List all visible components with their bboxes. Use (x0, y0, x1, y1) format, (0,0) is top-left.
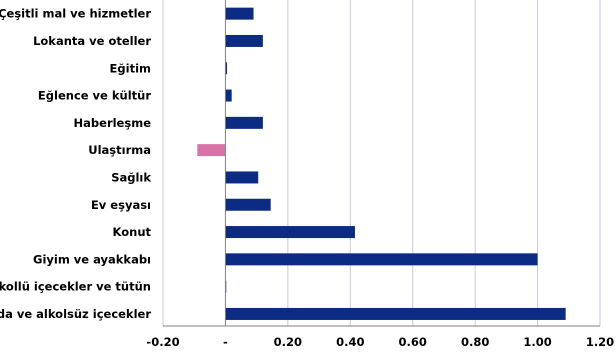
x-tick-label: 1.00 (523, 335, 551, 349)
x-tick-label: -0.20 (146, 335, 179, 349)
x-tick-label: 0.60 (399, 335, 427, 349)
category-label: Eğlence ve kültür (38, 89, 151, 103)
category-label: Sağlık (111, 170, 151, 184)
category-label: Eğitim (110, 61, 151, 75)
bar-lokanta-ve-oteller (225, 34, 263, 47)
bar-cesitli-mal-ve-hizmetler (225, 7, 254, 20)
bar-saglik (225, 171, 259, 184)
category-label: Lokanta ve oteller (33, 34, 151, 48)
bar-ev-esyasi (225, 198, 271, 211)
bar-giyim-ve-ayakkabi (225, 253, 538, 266)
category-label: Çeşitli mal ve hizmetler (0, 7, 151, 21)
grid-lines (162, 0, 601, 326)
bar-konut (225, 226, 355, 239)
category-label: Giyim ve ayakkabı (33, 252, 151, 266)
x-tick-label: 0.80 (461, 335, 489, 349)
x-tick-labels: -0.20-0.20 0.40 0.60 0.80 1.00 1.20 (146, 335, 614, 349)
category-label: Ulaştırma (88, 143, 151, 157)
category-label: Alkollü içecekler ve tütün (0, 280, 151, 294)
x-tick-label: 0.20 (274, 335, 302, 349)
category-labels: Çeşitli mal ve hizmetler Lokanta ve otell… (0, 7, 151, 321)
category-label: Gıda ve alkolsüz içecekler (0, 307, 151, 321)
axes (163, 0, 600, 327)
bar-eglence-ve-kultur (225, 89, 232, 102)
category-label: Haberleşme (74, 116, 152, 130)
category-label: Ev eşyası (91, 198, 151, 212)
x-tick-label: - (223, 335, 228, 349)
category-label: Konut (113, 225, 152, 239)
bar-egitim (225, 62, 227, 75)
bar-haberlesme (225, 116, 263, 129)
bar-ulastirma (197, 144, 226, 157)
bars (197, 7, 566, 320)
x-tick-label: 1.20 (586, 335, 614, 349)
bar-gida-ve-alkolsuz-icecekler (225, 307, 566, 320)
x-tick-label: 0.40 (336, 335, 364, 349)
